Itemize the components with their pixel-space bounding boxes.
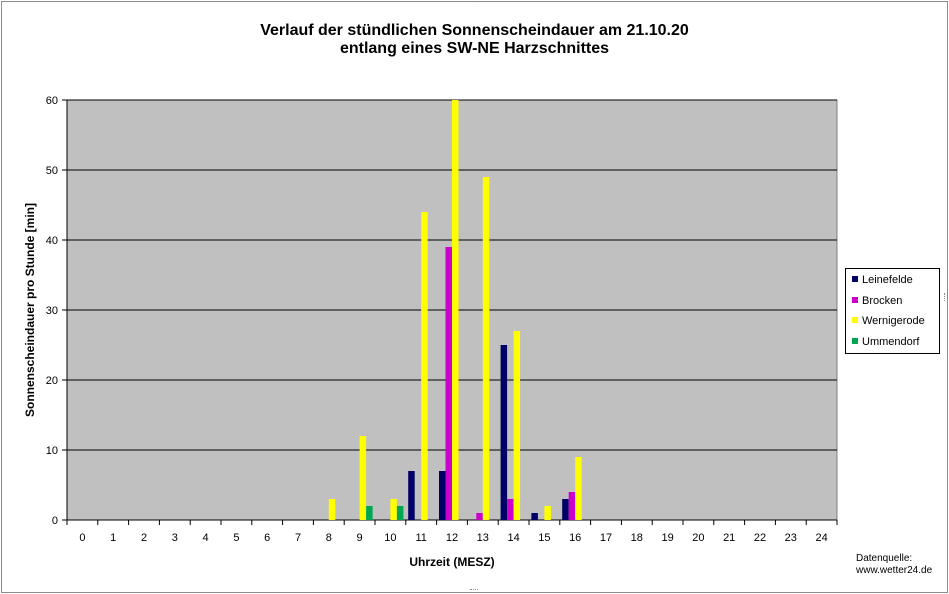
x-tick-label: 12 (446, 532, 458, 544)
y-tick-label: 0 (52, 515, 58, 527)
source-url[interactable]: www.wetter24.de (856, 565, 933, 576)
x-tick-label: 3 (172, 532, 178, 544)
x-tick-label: 14 (507, 532, 519, 544)
source-label: Datenquelle: (856, 553, 913, 564)
legend-label: Brocken (862, 295, 903, 307)
x-tick-label: 16 (569, 532, 581, 544)
legend-item-brocken: Brocken (852, 294, 902, 308)
y-tick-label: 50 (46, 165, 58, 177)
x-tick-label: 9 (357, 532, 363, 544)
legend-item-wernigerode: Wernigerode (852, 314, 925, 328)
x-tick-label: 20 (692, 532, 704, 544)
y-tick-label: 10 (46, 445, 58, 457)
x-tick-label: 18 (631, 532, 643, 544)
legend-label: Wernigerode (862, 315, 925, 327)
x-tick-label: 6 (264, 532, 270, 544)
bar-wernigerode (513, 331, 521, 520)
bar-wernigerode (575, 457, 582, 520)
x-tick-label: 24 (815, 532, 827, 544)
legend-item-leinefelde: Leinefelde (852, 273, 913, 287)
bar-wernigerode (482, 177, 490, 520)
legend-swatch (852, 276, 858, 282)
x-tick-label: 22 (754, 532, 766, 544)
bar-ummendorf (366, 506, 373, 520)
legend: Leinefelde Brocken Wernigerode Ummendorf (845, 268, 940, 354)
legend-swatch (852, 317, 858, 323)
bar-wernigerode (328, 499, 336, 520)
resize-handle-bottom[interactable] (470, 589, 478, 593)
x-tick-label: 8 (326, 532, 332, 544)
bar-ummendorf (396, 506, 404, 520)
legend-label: Leinefelde (862, 274, 913, 286)
x-tick-label: 15 (538, 532, 550, 544)
bar-brocken (568, 492, 576, 520)
bar-wernigerode (359, 436, 367, 520)
legend-label: Ummendorf (862, 336, 920, 348)
x-tick-label: 17 (600, 532, 612, 544)
y-tick-label: 30 (46, 305, 58, 317)
chart-subtitle: entlang eines SW-NE Harzschnittes (339, 40, 610, 57)
bar-wernigerode (544, 506, 551, 520)
x-tick-label: 13 (477, 532, 489, 544)
x-tick-label: 0 (79, 532, 85, 544)
bar-leinefelde (439, 471, 446, 520)
bar-wernigerode (421, 212, 428, 520)
x-tick-label: 19 (661, 532, 673, 544)
bar-leinefelde (408, 471, 415, 520)
bar-brocken (507, 499, 514, 520)
bar-brocken (445, 247, 452, 520)
x-tick-label: 23 (785, 532, 797, 544)
resize-handle-right[interactable] (944, 293, 948, 301)
resize-handle-left[interactable] (1, 293, 5, 301)
x-tick-label: 21 (723, 532, 735, 544)
x-tick-label: 11 (415, 532, 426, 544)
x-axis-label: Uhrzeit (MESZ) (409, 555, 495, 569)
data-source-note: Datenquelle: www.wetter24.de (856, 553, 932, 577)
y-axis-label: Sonnenscheindauer pro Stunde [min] (23, 202, 37, 418)
bar-leinefelde (531, 513, 538, 520)
y-tick-label: 60 (46, 95, 58, 107)
legend-swatch (852, 297, 858, 303)
legend-item-ummendorf: Ummendorf (852, 335, 919, 349)
bar-leinefelde (500, 345, 508, 520)
y-tick-label: 40 (46, 235, 58, 247)
bar-wernigerode (390, 499, 397, 520)
y-tick-label: 20 (46, 375, 58, 387)
resize-handle-top[interactable] (470, 1, 478, 5)
bar-brocken (476, 513, 483, 520)
x-tick-label: 4 (203, 532, 209, 544)
chart-title: Verlauf der stündlichen Sonnenscheindaue… (260, 22, 689, 39)
bar-leinefelde (562, 499, 569, 520)
x-tick-label: 10 (384, 532, 396, 544)
x-tick-label: 2 (141, 532, 147, 544)
x-tick-label: 1 (110, 532, 116, 544)
bar-wernigerode (452, 100, 459, 520)
legend-swatch (852, 338, 858, 344)
x-tick-label: 7 (295, 532, 301, 544)
x-tick-label: 5 (233, 532, 239, 544)
